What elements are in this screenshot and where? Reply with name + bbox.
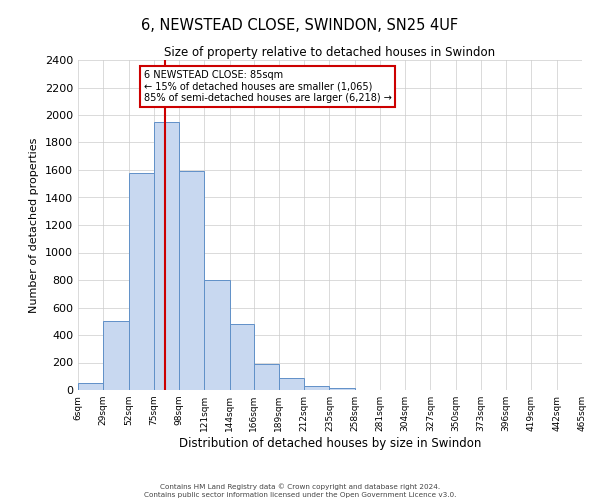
Y-axis label: Number of detached properties: Number of detached properties	[29, 138, 40, 312]
Bar	[78, 383, 103, 390]
Bar	[304, 386, 329, 390]
Bar	[204, 280, 230, 390]
Bar	[254, 364, 279, 390]
Bar	[103, 322, 128, 390]
X-axis label: Distribution of detached houses by size in Swindon: Distribution of detached houses by size …	[179, 437, 481, 450]
Title: Size of property relative to detached houses in Swindon: Size of property relative to detached ho…	[164, 46, 496, 59]
Bar	[128, 173, 154, 390]
Bar	[230, 324, 254, 390]
Bar	[329, 388, 355, 390]
Bar	[279, 378, 304, 390]
Text: Contains HM Land Registry data © Crown copyright and database right 2024.
Contai: Contains HM Land Registry data © Crown c…	[144, 484, 456, 498]
Bar	[154, 122, 179, 390]
Text: 6 NEWSTEAD CLOSE: 85sqm
← 15% of detached houses are smaller (1,065)
85% of semi: 6 NEWSTEAD CLOSE: 85sqm ← 15% of detache…	[143, 70, 391, 103]
Text: 6, NEWSTEAD CLOSE, SWINDON, SN25 4UF: 6, NEWSTEAD CLOSE, SWINDON, SN25 4UF	[142, 18, 458, 32]
Bar	[179, 172, 204, 390]
